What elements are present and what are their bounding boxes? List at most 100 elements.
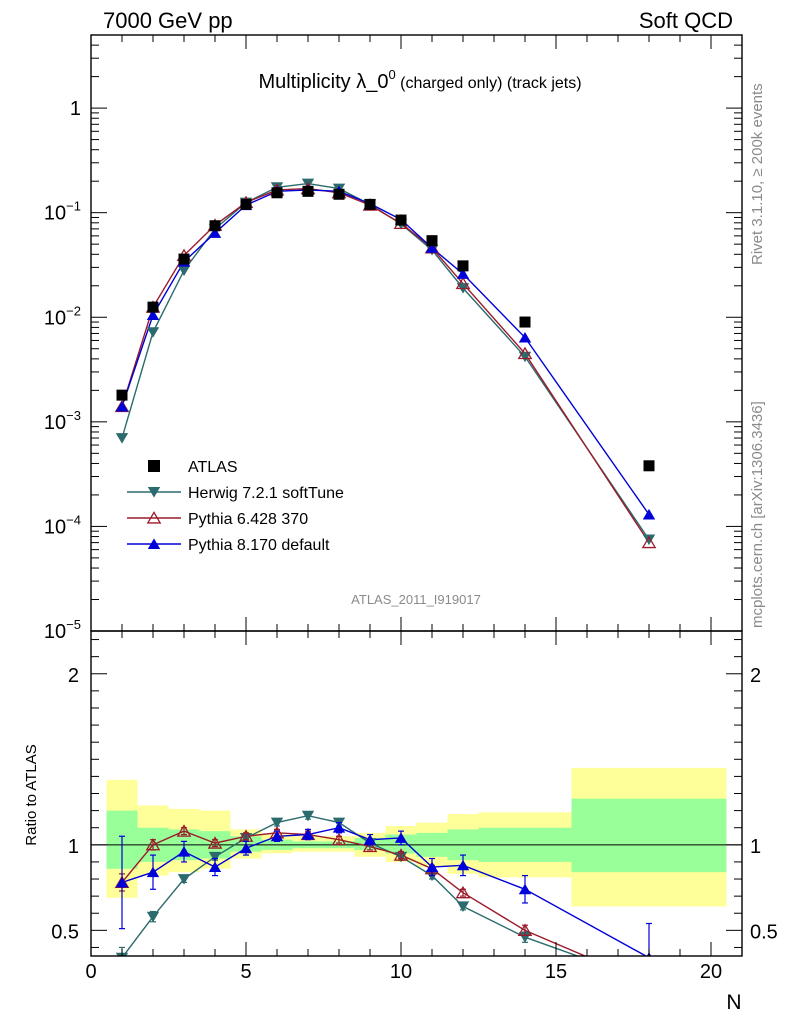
rivet-label: Rivet 3.1.10, ≥ 200k events xyxy=(749,83,766,265)
main-point-series-2-3 xyxy=(208,227,222,238)
legend-marker-3 xyxy=(147,538,161,549)
legend-label-3: Pythia 8.170 default xyxy=(188,537,330,554)
data-point-7 xyxy=(333,188,345,200)
ratio-ytick-label-left-1: 1 xyxy=(68,836,79,858)
header-left: 7000 GeV pp xyxy=(103,8,233,33)
legend-marker-1 xyxy=(147,487,161,498)
ratio-point-series-0-3 xyxy=(208,851,222,863)
legend: ATLAS Herwig 7.2.1 softTune Pythia 6.428 3… xyxy=(127,459,344,554)
x-axis-label: N xyxy=(726,991,741,1014)
ratio-point-series-2-11 xyxy=(456,859,470,871)
ratio-point-series-1-11 xyxy=(455,885,471,899)
data-point-8 xyxy=(364,198,376,210)
data-point-6 xyxy=(302,185,314,197)
ratio-point-series-2-0 xyxy=(115,876,129,888)
main-point-series-0-0 xyxy=(115,433,129,444)
main-ytick-label-5: 10−5 xyxy=(44,617,81,643)
ytick-mantissa: 10 xyxy=(44,307,66,329)
main-point-series-1-12 xyxy=(517,346,533,360)
ratio-ytick-label-left-2: 2 xyxy=(68,665,79,687)
ratio-point-series-1-2 xyxy=(176,824,192,837)
ratio-point-series-1-3 xyxy=(207,836,223,849)
ytick-exponent: −3 xyxy=(66,408,81,423)
data-point-0 xyxy=(116,389,128,401)
ratio-point-series-1-7 xyxy=(331,832,347,846)
data-point-9 xyxy=(395,214,407,226)
ratio-point-series-2-9 xyxy=(394,832,408,843)
ratio-ytick-label-right-0: 0.5 xyxy=(750,921,778,943)
ratio-point-series-2-1 xyxy=(146,866,160,878)
legend-label-2: Pythia 6.428 370 xyxy=(188,511,308,528)
main-ytick-label-0: 1 xyxy=(70,98,81,120)
ratio-point-series-2-12 xyxy=(518,883,532,895)
header-right: Soft QCD xyxy=(639,8,733,33)
legend-label-0: ATLAS xyxy=(188,459,238,476)
xtick-label-4: 20 xyxy=(700,961,722,983)
ratio-point-series-1-1 xyxy=(145,837,161,851)
main-point-series-1-13 xyxy=(641,535,657,549)
ratio-point-series-2-10 xyxy=(425,861,439,873)
xtick-label-3: 15 xyxy=(545,961,567,983)
main-point-series-2-12 xyxy=(518,331,532,343)
main-point-series-2-13 xyxy=(642,508,656,520)
ratio-point-series-1-8 xyxy=(362,839,378,853)
ratio-point-series-0-5 xyxy=(270,817,284,829)
ratio-ytick-label-right-1: 1 xyxy=(750,836,761,858)
ratio-point-series-2-4 xyxy=(239,842,253,854)
ytick-mantissa: 10 xyxy=(44,412,66,434)
ratio-point-series-2-8 xyxy=(363,834,377,845)
main-point-series-0-2 xyxy=(177,265,191,277)
main-ytick-label-1: 10−1 xyxy=(44,199,81,225)
main-series-markers xyxy=(114,178,657,549)
ratio-line-series-2 xyxy=(121,826,648,956)
ratio-point-series-0-6 xyxy=(301,810,315,822)
data-point-11 xyxy=(457,260,469,272)
ytick-exponent: −5 xyxy=(66,617,81,632)
analysis-id: ATLAS_2011_I919017 xyxy=(351,592,481,607)
ratio-point-series-0-2 xyxy=(177,874,191,885)
main-point-series-2-1 xyxy=(146,309,160,321)
data-point-5 xyxy=(271,187,283,199)
ratio-point-series-0-1 xyxy=(146,911,160,923)
axis-tick-labels: 110−110−210−310−410−50.5 0.51 12 20 5 10 15 20 xyxy=(44,98,778,983)
legend-label-1: Herwig 7.2.1 softTune xyxy=(188,485,344,502)
ratio-ytick-label-right-2: 2 xyxy=(750,665,761,687)
ratio-y-axis-label: Ratio to ATLAS xyxy=(23,744,40,845)
legend-marker-2 xyxy=(146,511,162,524)
ratio-point-series-1-9 xyxy=(393,848,409,861)
ytick-mantissa: 10 xyxy=(44,516,66,538)
xtick-label-1: 5 xyxy=(240,961,251,983)
ratio-point-series-1-12 xyxy=(517,923,533,936)
ytick-mantissa: 10 xyxy=(44,203,66,225)
title-suffix: (charged only) (track jets) xyxy=(396,75,582,92)
ratio-point-series-2-5 xyxy=(270,830,284,842)
data-point-3 xyxy=(209,220,221,232)
title-main: Multiplicity λ_0 xyxy=(258,71,388,93)
ratio-point-series-0-13 xyxy=(643,977,655,988)
main-point-series-0-1 xyxy=(146,327,160,338)
ratio-point-series-0-11 xyxy=(456,901,470,912)
data-point-13 xyxy=(643,460,655,472)
ratio-point-series-2-7 xyxy=(332,822,346,833)
ytick-exponent: −4 xyxy=(66,512,81,527)
main-ytick-label-2: 10−2 xyxy=(44,303,81,329)
main-ytick-label-3: 10−3 xyxy=(44,408,81,434)
ytick-exponent: −2 xyxy=(66,303,81,318)
data-point-1 xyxy=(147,301,159,313)
main-point-series-2-0 xyxy=(115,400,129,412)
xtick-label-0: 0 xyxy=(85,961,96,983)
data-point-4 xyxy=(240,198,252,210)
title-superscript: 0 xyxy=(388,67,395,82)
main-point-series-2-10 xyxy=(425,242,439,253)
chart-title: Multiplicity λ_00 (charged only) (track … xyxy=(258,67,581,93)
data-point-12 xyxy=(519,316,531,328)
main-point-series-1-11 xyxy=(455,276,471,290)
ytick-exponent: −1 xyxy=(66,199,81,214)
main-ytick-label-4: 10−4 xyxy=(44,512,81,538)
data-point-2 xyxy=(178,253,190,265)
band-green-13 xyxy=(571,798,727,873)
ytick-mantissa: 10 xyxy=(44,621,66,643)
main-point-series-2-11 xyxy=(456,268,470,279)
ratio-point-series-1-13 xyxy=(643,978,655,989)
